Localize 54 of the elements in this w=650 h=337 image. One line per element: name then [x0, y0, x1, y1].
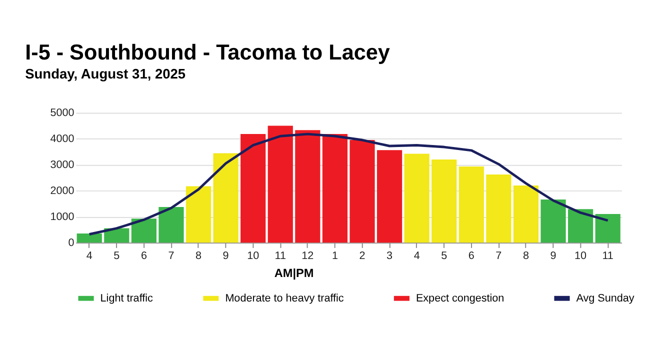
x-tick-label: 9 [222, 250, 229, 262]
text: AM|PM [274, 266, 314, 280]
line-series [88, 132, 610, 236]
y-tick-label: 4000 [50, 133, 74, 146]
y-tick-label: 5000 [50, 107, 74, 120]
x-tick-label: 8 [196, 250, 202, 262]
legend-label: Avg Sunday [576, 292, 635, 304]
bar [376, 150, 402, 243]
bar [458, 166, 484, 243]
bar [595, 214, 620, 243]
bar [322, 134, 348, 243]
bar [486, 174, 512, 243]
y-tick-label: 0 [68, 237, 74, 250]
bar [350, 140, 375, 243]
bar [131, 218, 156, 243]
bar [213, 153, 238, 243]
y-tick-label: 2000 [50, 185, 74, 198]
x-tick-label: 5 [114, 250, 120, 262]
bar [240, 134, 266, 243]
bar [186, 186, 212, 243]
bar [295, 130, 320, 243]
x-tick-label: 9 [550, 250, 556, 262]
x-tick-label: 1 [332, 250, 338, 262]
chart-title: I-5 - Southbound - Tacoma to Lacey [25, 40, 390, 65]
legend-label: Light traffic [100, 292, 154, 304]
x-tick-label: 7 [496, 250, 502, 262]
chart-subtitle: Sunday, August 31, 2025 [25, 66, 186, 82]
x-tick-label: 5 [441, 250, 448, 262]
bar [540, 199, 566, 243]
x-tick-label: 11 [602, 250, 614, 262]
legend-label: Expect congestion [416, 292, 504, 304]
legend-label: Moderate to heavy traffic [225, 292, 344, 304]
bar [158, 207, 184, 243]
x-tick-label: 8 [522, 250, 529, 262]
bar [268, 126, 293, 243]
x-tick-label: 4 [414, 250, 420, 262]
bar [76, 233, 102, 243]
x-tick-label: 12 [302, 250, 314, 262]
y-tick-label: 1000 [50, 211, 74, 224]
bar [513, 185, 539, 243]
bar [568, 209, 594, 243]
x-tick-label: 6 [468, 250, 474, 262]
x-tick-label: 4 [86, 250, 92, 262]
x-tick-label: 6 [140, 250, 147, 262]
bar [404, 154, 430, 243]
x-tick-label: 2 [359, 250, 366, 262]
bar [432, 159, 457, 243]
bar [104, 228, 130, 243]
x-tick-label: 10 [574, 250, 587, 262]
x-tick-label: 10 [247, 250, 260, 262]
x-tick-label: 7 [168, 250, 174, 262]
y-tick-label: 3000 [50, 159, 74, 172]
x-tick-label: 3 [386, 250, 393, 262]
x-tick-label: 11 [274, 250, 286, 262]
